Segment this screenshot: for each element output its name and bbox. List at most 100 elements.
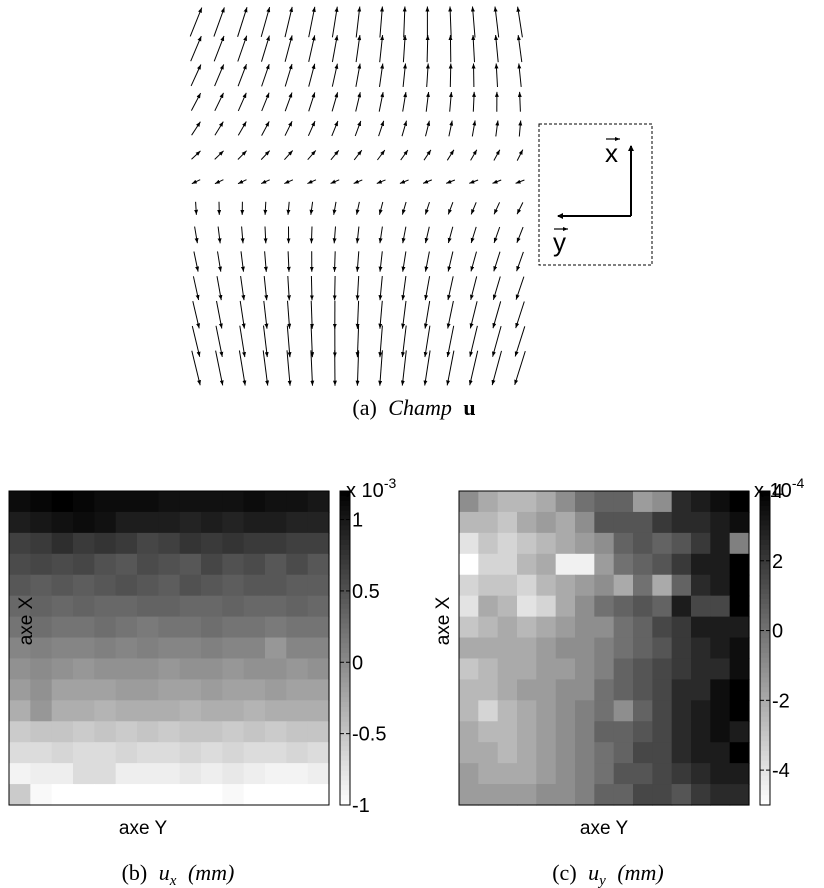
caption-b-prefix: (b) <box>122 860 148 885</box>
heatmap-cell <box>633 700 653 722</box>
heatmap-cell <box>73 511 95 534</box>
heatmap-cell <box>459 658 479 680</box>
quiver-arrow <box>469 179 479 184</box>
heatmap-cell <box>115 491 138 513</box>
heatmap-cell <box>459 491 479 513</box>
heatmap-cell <box>652 658 673 680</box>
quiver-arrow <box>261 121 270 136</box>
colorbar-segment <box>340 603 350 610</box>
heatmap-cell <box>497 700 518 722</box>
heatmap-cell <box>201 616 223 639</box>
heatmap-cell <box>497 574 518 597</box>
heatmap-cell <box>201 637 223 660</box>
heatmap-cell <box>9 763 31 785</box>
heatmap-cell <box>652 679 673 701</box>
heatmap-cell <box>286 553 309 576</box>
heatmap-cell <box>265 553 287 576</box>
colorbar-ux-multiplier-base: x 10 <box>346 480 384 502</box>
heatmap-cell <box>158 679 181 701</box>
heatmap-cell <box>517 553 537 576</box>
colorbar-segment <box>340 682 350 688</box>
caption-c: (c) uy (mm) <box>552 860 664 888</box>
heatmap-cell <box>691 532 711 555</box>
colorbar-segment <box>340 491 350 497</box>
heatmap-cell <box>613 616 634 639</box>
colorbar-segment <box>760 692 770 698</box>
quiver-arrow <box>284 92 293 112</box>
heatmap-cell <box>671 511 692 534</box>
heatmap-cell <box>517 700 537 722</box>
heatmap-cell <box>459 511 479 534</box>
colorbar-segment <box>340 706 350 713</box>
quiver-arrow <box>447 251 454 272</box>
quiver-arrow <box>310 300 315 329</box>
quiver-arrow <box>262 350 270 386</box>
quiver-arrow <box>446 325 455 358</box>
heatmap-cell <box>307 616 330 639</box>
quiver-arrow <box>402 34 407 63</box>
heatmap-cell <box>94 742 117 764</box>
quiver-arrow <box>471 34 476 63</box>
quiver-arrow <box>330 179 340 184</box>
heatmap-cell <box>555 658 576 680</box>
quiver-arrow <box>261 63 270 87</box>
heatmap-cell <box>613 721 634 743</box>
colorbar-segment <box>760 652 770 659</box>
colorbar-segment <box>340 569 350 576</box>
quiver-arrow <box>355 300 360 329</box>
heatmap-cell <box>536 532 557 555</box>
heatmap-cell <box>459 721 479 743</box>
quiver-arrow <box>378 276 383 301</box>
heatmap-cell <box>137 742 159 764</box>
quiver-arrow <box>215 325 224 357</box>
colorbar-segment <box>340 515 350 522</box>
colorbar-segment <box>340 505 350 512</box>
heatmap-cell <box>459 532 479 555</box>
colorbar-segment <box>340 731 350 737</box>
heatmap-cell <box>51 742 74 764</box>
quiver-arrow <box>239 300 246 329</box>
heatmap-cell <box>73 553 95 576</box>
colorbar-uy: 4 2 0 -2 -4 <box>759 481 790 806</box>
quiver-arrow <box>355 251 360 272</box>
quiver-arrow <box>194 201 199 215</box>
quiver-arrow <box>516 226 524 243</box>
quiver-arrow <box>286 201 291 215</box>
heatmap-cell <box>652 574 673 597</box>
heatmap-cell <box>729 637 750 660</box>
quiver-arrow <box>284 179 294 185</box>
heatmap-uy-ylabel: axe X <box>433 596 454 645</box>
heatmap-cell <box>9 574 31 597</box>
colorbar-segment <box>340 598 350 605</box>
heatmap-cell <box>633 742 653 764</box>
heatmap-cell <box>555 679 576 701</box>
heatmap-cell <box>9 679 31 701</box>
quiver-arrow <box>284 6 293 38</box>
heatmap-cell <box>286 742 309 764</box>
heatmap-cell <box>243 658 266 680</box>
heatmap-cell <box>307 721 330 743</box>
heatmap-cell <box>73 574 95 597</box>
heatmap-cell <box>517 532 537 555</box>
heatmap-cell <box>115 553 138 576</box>
quiver-arrow <box>214 92 224 112</box>
quiver-arrow <box>308 63 316 87</box>
colorbar-segment <box>760 491 770 497</box>
quiver-arrow <box>469 276 478 301</box>
heatmap-cell <box>243 763 266 785</box>
heatmap-cell <box>459 763 479 785</box>
quiver-arrow <box>423 149 432 161</box>
heatmap-cell <box>613 763 634 785</box>
heatmap-cell <box>652 784 673 806</box>
heatmap-cell <box>9 742 31 764</box>
heatmap-cell <box>9 491 31 513</box>
heatmap-cell <box>51 637 74 660</box>
heatmap-cell <box>307 700 330 722</box>
heatmap-cell <box>478 616 499 639</box>
heatmap-cell <box>265 511 287 534</box>
heatmap-cell <box>459 574 479 597</box>
heatmap-cell <box>30 742 53 764</box>
caption-c-var: u <box>588 860 599 885</box>
heatmap-cell <box>137 658 159 680</box>
heatmap-cell <box>73 637 95 660</box>
